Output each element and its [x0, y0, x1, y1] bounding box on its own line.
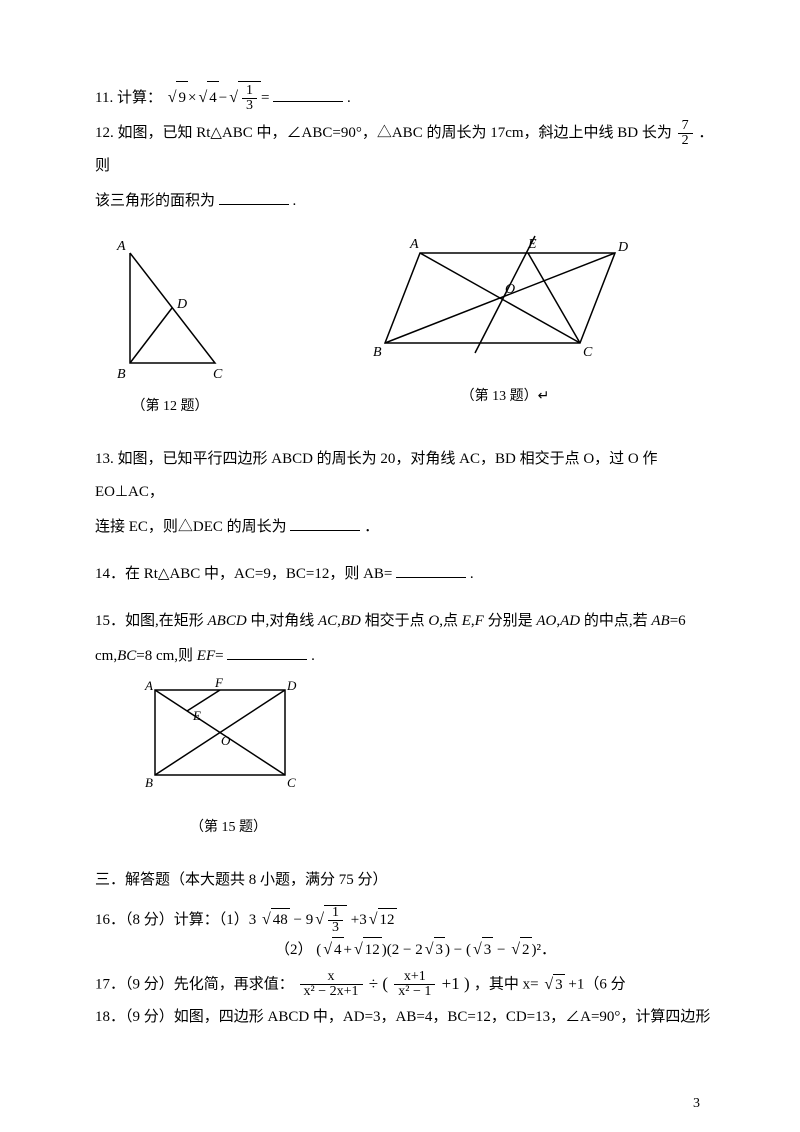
q18: 18．（9 分）如图，四边形 ABCD 中，AD=3，AB=4，BC=12，CD…	[95, 1001, 715, 1034]
q15-line2a: cm,BC=8 cm,则 EF=	[95, 648, 224, 664]
q11-expr: 9×4−13=	[166, 90, 270, 106]
q15-suffix: .	[311, 648, 315, 664]
fig13-A: A	[409, 237, 419, 252]
q16-line2: （2） (4+12)(2 − 23) − (3 − 2)²．	[275, 937, 715, 963]
fig15-F: F	[214, 675, 224, 690]
fig15-O: O	[221, 733, 231, 748]
q14: 14．在 Rt△ABC 中，AC=9，BC=12，则 AB= .	[95, 558, 715, 591]
section3-header: 三．解答题（本大题共 8 小题，满分 75 分）	[95, 864, 715, 897]
fig13-E: E	[527, 237, 537, 252]
q12-suffix: .	[293, 193, 297, 209]
fig15-caption: （第 15 题）	[190, 813, 715, 844]
q17-tail-b: +1（6 分	[568, 977, 625, 993]
q17: 17．（9 分）先化简，再求值： xx² − 2x+1 ÷ ( x+1x² − …	[95, 970, 715, 999]
fig12-A: A	[116, 239, 126, 254]
q13-blank	[290, 515, 360, 531]
q11-suffix: .	[347, 90, 351, 106]
q13-line1: 13. 如图，已知平行四边形 ABCD 的周长为 20，对角线 AC，BD 相交…	[95, 443, 715, 509]
fig13-col: A D C B E O （第 13 题）↵	[365, 228, 645, 423]
fig15-C: C	[287, 775, 296, 790]
fig12-svg: A B C D	[95, 228, 245, 388]
q17-sqrt3: 3	[542, 974, 564, 996]
fig13-O: O	[505, 282, 515, 297]
q17-head: 17．（9 分）先化简，再求值：	[95, 977, 294, 993]
q16-e1: 48 − 913 +312	[260, 912, 397, 928]
fig12-B: B	[117, 367, 126, 382]
figure-row-12-13: A B C D （第 12 题）	[95, 228, 715, 423]
fig13-D: D	[617, 240, 628, 255]
q14-text: 14．在 Rt△ABC 中，AC=9，BC=12，则 AB=	[95, 566, 392, 582]
fig15-D: D	[286, 678, 297, 693]
q12-line2: 该三角形的面积为 .	[95, 185, 715, 218]
q17-expr: xx² − 2x+1 ÷ ( x+1x² − 1 +1 )	[298, 974, 474, 993]
q15-line1: 15．如图,在矩形 ABCD 中,对角线 AC,BD 相交于点 O,点 E,F …	[95, 605, 715, 638]
fig13-caption: （第 13 题）↵	[365, 382, 645, 413]
fig12-caption: （第 12 题）	[95, 392, 245, 423]
fig13-B: B	[373, 345, 382, 360]
fig13-svg: A D C B E O	[365, 228, 645, 378]
q14-blank	[396, 562, 466, 578]
fig12-col: A B C D （第 12 题）	[95, 228, 245, 423]
q12-frac: 72	[678, 119, 693, 148]
q12-line1a: 12. 如图，已知 Rt△ABC 中，∠ABC=90°，△ABC 的周长为 17…	[95, 125, 672, 141]
fig12-C: C	[213, 367, 223, 382]
q14-suffix: .	[470, 566, 474, 582]
q16-line1: 16．（8 分）计算：（1）3 48 − 913 +312	[95, 905, 715, 935]
q16-e2-label: （2）	[275, 942, 313, 958]
q11: 11. 计算： 9×4−13= .	[95, 80, 715, 115]
q11-blank	[273, 86, 343, 102]
q12-line1: 12. 如图，已知 Rt△ABC 中，∠ABC=90°，△ABC 的周长为 17…	[95, 117, 715, 183]
q15-blank	[227, 644, 307, 660]
page-number: 3	[693, 1096, 700, 1112]
q17-tail-a: ，其中 x=	[474, 977, 539, 993]
q12-blank	[219, 189, 289, 205]
q11-prefix: 11. 计算：	[95, 90, 162, 106]
fig15-block: A D B C F E O	[135, 675, 715, 795]
q13-line2-text: 连接 EC，则△DEC 的周长为	[95, 519, 287, 535]
q16-e2: (4+12)(2 − 23) − (3 − 2)²．	[316, 942, 556, 958]
q15-line2: cm,BC=8 cm,则 EF= .	[95, 640, 715, 673]
fig15-svg: A D B C F E O	[135, 675, 305, 795]
fig15-E: E	[192, 708, 201, 723]
q13-line2: 连接 EC，则△DEC 的周长为 ．	[95, 511, 715, 544]
fig13-C: C	[583, 345, 593, 360]
fig15-A: A	[144, 678, 153, 693]
fig15-B: B	[145, 775, 153, 790]
fig12-D: D	[176, 297, 187, 312]
q13-suffix: ．	[364, 519, 379, 535]
q16-head: 16．（8 分）计算：（1）3	[95, 912, 256, 928]
q12-line2-text: 该三角形的面积为	[95, 193, 215, 209]
